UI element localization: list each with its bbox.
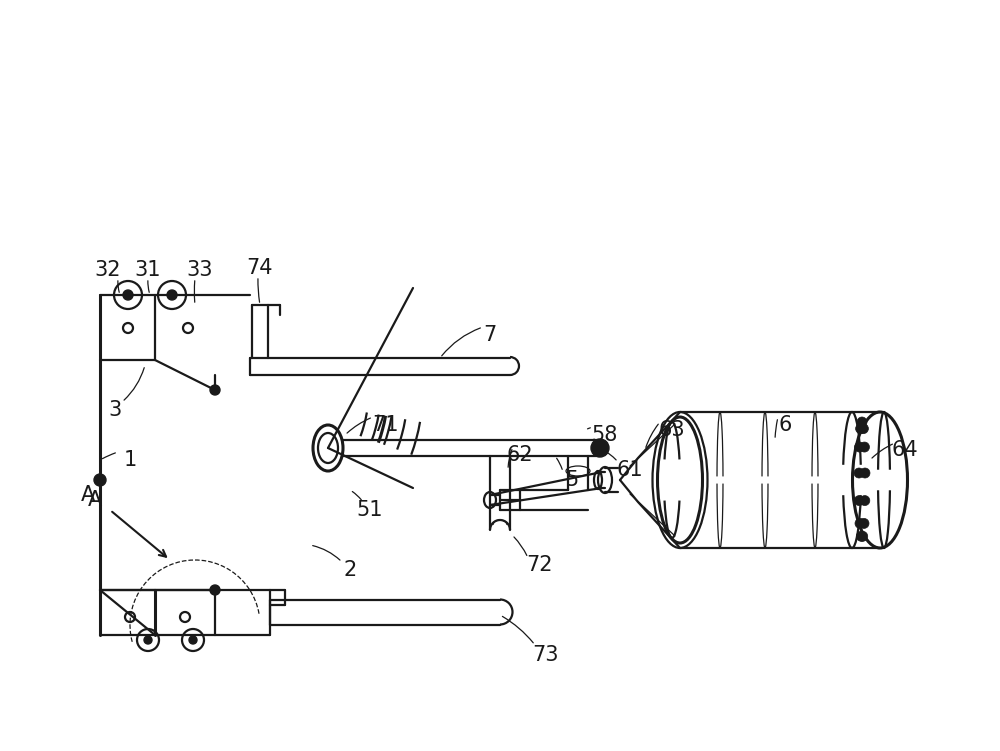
Circle shape bbox=[210, 585, 220, 595]
Text: 62: 62 bbox=[507, 445, 533, 465]
Text: 31: 31 bbox=[135, 260, 161, 280]
Circle shape bbox=[855, 518, 865, 529]
Circle shape bbox=[189, 636, 197, 644]
Text: 3: 3 bbox=[108, 400, 122, 420]
Text: 5: 5 bbox=[565, 470, 579, 490]
Text: 72: 72 bbox=[527, 555, 553, 575]
Circle shape bbox=[855, 442, 865, 452]
Circle shape bbox=[858, 531, 868, 541]
Circle shape bbox=[859, 442, 869, 452]
Circle shape bbox=[857, 417, 867, 427]
Text: 63: 63 bbox=[659, 420, 685, 440]
Circle shape bbox=[591, 439, 609, 457]
Text: 51: 51 bbox=[357, 500, 383, 520]
Circle shape bbox=[210, 385, 220, 395]
Text: 64: 64 bbox=[892, 440, 918, 460]
Text: A: A bbox=[88, 490, 102, 510]
Circle shape bbox=[123, 290, 133, 300]
Text: 33: 33 bbox=[187, 260, 213, 280]
Circle shape bbox=[167, 290, 177, 300]
Circle shape bbox=[859, 518, 869, 529]
Text: A: A bbox=[81, 485, 95, 505]
Circle shape bbox=[854, 496, 864, 505]
Circle shape bbox=[144, 636, 152, 644]
Text: 73: 73 bbox=[532, 645, 558, 665]
Text: 7: 7 bbox=[483, 325, 497, 345]
Circle shape bbox=[860, 468, 870, 478]
Text: 1: 1 bbox=[123, 450, 137, 470]
Circle shape bbox=[856, 531, 866, 541]
Text: 61: 61 bbox=[617, 460, 643, 480]
Text: 32: 32 bbox=[95, 260, 121, 280]
Text: 71: 71 bbox=[372, 415, 398, 435]
Circle shape bbox=[860, 496, 870, 505]
Text: 2: 2 bbox=[343, 560, 357, 580]
Text: 6: 6 bbox=[778, 415, 792, 435]
Circle shape bbox=[854, 468, 864, 478]
Text: 74: 74 bbox=[247, 258, 273, 278]
Text: 58: 58 bbox=[592, 425, 618, 445]
Circle shape bbox=[856, 424, 866, 433]
Circle shape bbox=[94, 474, 106, 486]
Circle shape bbox=[858, 424, 868, 433]
